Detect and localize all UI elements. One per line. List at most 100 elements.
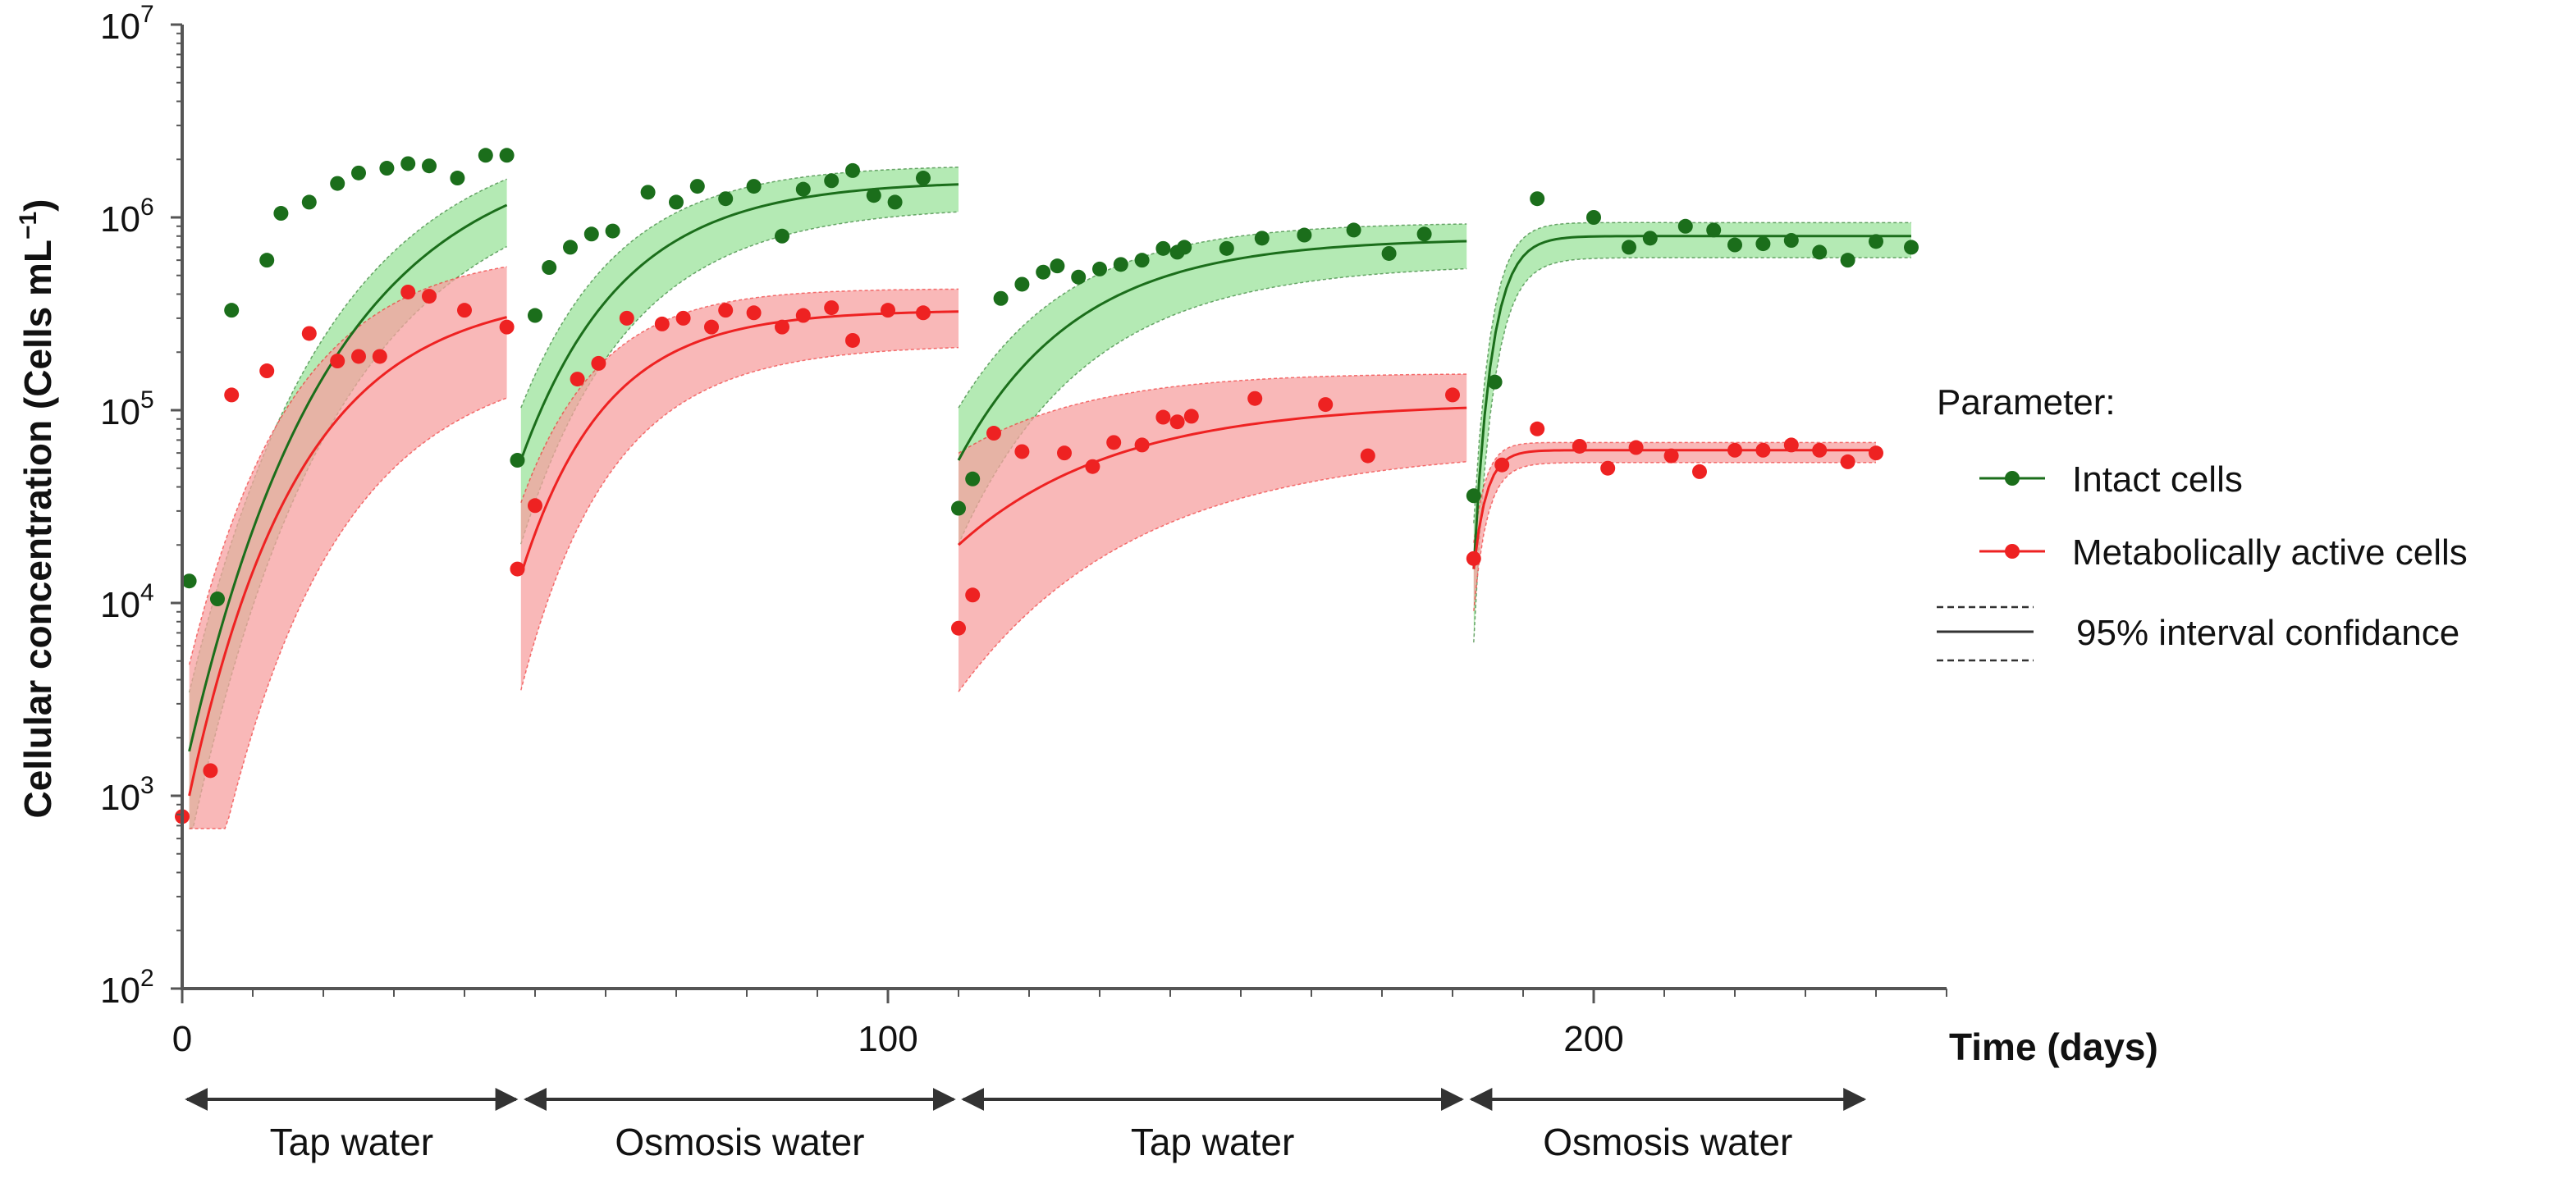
legend-active-marker (2005, 544, 2020, 559)
active-point (1812, 442, 1828, 458)
active-point (1183, 409, 1199, 424)
active-point (951, 620, 966, 636)
legend-intact-marker (2005, 471, 2020, 486)
active-point (422, 289, 437, 304)
intact-point (1706, 222, 1722, 238)
active-point (1530, 421, 1545, 436)
intact-point (1904, 240, 1919, 255)
axes (181, 25, 1947, 990)
active-point (1572, 438, 1587, 454)
active-point (619, 310, 634, 326)
active-point (372, 349, 387, 364)
intact-point (273, 206, 289, 222)
intact-point (993, 290, 1009, 306)
active-point (746, 305, 762, 321)
active-point (1600, 460, 1616, 476)
legend-title: Parameter: (1937, 382, 2116, 422)
active-point (1628, 440, 1644, 455)
intact-point (1297, 227, 1312, 243)
active-ci-lower (189, 397, 507, 829)
intact-point (1642, 231, 1658, 246)
intact-point (965, 471, 981, 486)
intact-point (1840, 253, 1855, 268)
x-tick-label: 200 (1563, 1019, 1623, 1059)
intact-point (1530, 191, 1545, 207)
intact-point (1677, 218, 1693, 234)
intact-point (916, 171, 931, 186)
active-point (499, 319, 515, 335)
intact-point (887, 194, 903, 210)
intact-point (1071, 269, 1087, 285)
intact-point (845, 162, 860, 178)
intact-point (775, 228, 789, 244)
legend-intact-label: Intact cells (2072, 459, 2243, 500)
intact-point (689, 179, 705, 194)
active-point (1840, 454, 1855, 469)
active-point (1014, 444, 1030, 459)
y-tick-label: 106 (100, 194, 154, 240)
intact-point (210, 592, 225, 607)
intact-point (1219, 240, 1234, 256)
active-point (1155, 409, 1171, 425)
active-point (1783, 437, 1799, 453)
intact-fit-line (519, 183, 959, 461)
intact-point (1783, 233, 1799, 249)
active-point (986, 426, 1001, 441)
active-point (224, 387, 240, 403)
active-point (1663, 448, 1679, 464)
intact-point (181, 573, 197, 589)
intact-point (542, 260, 557, 276)
active-point (351, 349, 366, 364)
intact-ci-lower (958, 267, 1467, 545)
intact-point (1050, 258, 1065, 274)
active-point (795, 308, 811, 323)
y-axis-title-close: ) (16, 199, 59, 211)
x-axis-title: Time (days) (1949, 1025, 2158, 1068)
active-point (1869, 445, 1883, 461)
active-point (718, 303, 734, 318)
y-ticks: 102 103 104 105 106 107 (100, 1, 182, 1011)
active-point (881, 303, 895, 318)
phase-label: Tap water (270, 1121, 433, 1163)
active-point (1134, 437, 1150, 453)
active-point (675, 310, 691, 326)
active-point (654, 316, 670, 331)
phase-annotations: Tap water Osmosis water Tap water Osmosis w… (185, 1088, 1867, 1163)
intact-point (301, 194, 317, 210)
active-point (259, 363, 275, 379)
intact-point (1466, 488, 1481, 504)
intact-point (1092, 261, 1107, 276)
active-point (510, 561, 525, 577)
intact-point (951, 500, 966, 516)
intact-point (499, 148, 515, 163)
intact-point (1487, 374, 1503, 390)
legend: Parameter: Intact cells Metabolically ac… (1937, 382, 2468, 662)
intact-point (379, 161, 395, 176)
legend-ci-label: 95% interval confidance (2076, 613, 2459, 653)
phase-label: Osmosis water (615, 1121, 864, 1163)
intact-fit-line (188, 203, 508, 752)
active-point (916, 305, 931, 321)
intact-point (1812, 244, 1828, 260)
data-points (175, 148, 1919, 824)
active-fit-line (958, 406, 1467, 546)
active-point (1085, 459, 1100, 474)
active-point (1169, 414, 1185, 430)
intact-point (1177, 240, 1192, 255)
legend-active-label: Metabolically active cells (2072, 532, 2468, 573)
active-ci-band (1473, 442, 1876, 611)
fit-curves (188, 183, 1911, 797)
intact-point (669, 194, 684, 210)
active-point (1445, 387, 1460, 403)
y-tick-label: 104 (100, 579, 154, 625)
active-point (1247, 391, 1263, 406)
active-point (824, 300, 840, 316)
intact-point (1155, 240, 1171, 256)
y-axis-title: Cellular concentration (Cells mL−1) (15, 199, 59, 818)
x-tick-label: 100 (858, 1019, 917, 1059)
intact-point (1014, 276, 1030, 292)
active-point (775, 319, 789, 335)
intact-point (795, 181, 811, 197)
y-tick-label: 103 (100, 772, 154, 818)
